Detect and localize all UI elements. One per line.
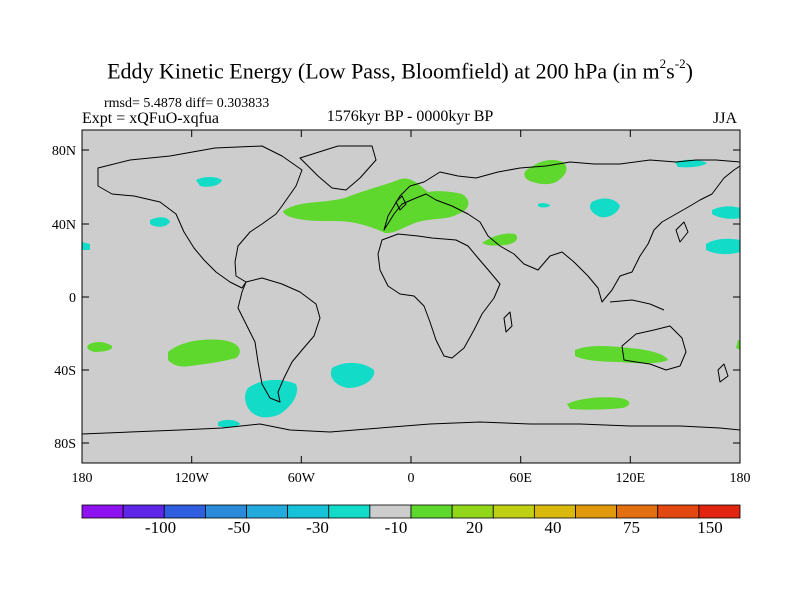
experiment-label: Expt = xQFuO-xqfua bbox=[82, 110, 220, 127]
x-tick-label: 60W bbox=[288, 471, 316, 486]
colorbar-swatch bbox=[575, 504, 618, 519]
colorbar-label: -10 bbox=[385, 518, 408, 537]
colorbar-label: -30 bbox=[306, 518, 329, 537]
coastlines bbox=[81, 145, 741, 435]
colorbar-swatch bbox=[616, 504, 659, 519]
colorbar-swatch bbox=[328, 504, 371, 519]
colorbar-label: -100 bbox=[145, 518, 176, 537]
colorbar-label: 150 bbox=[697, 518, 723, 537]
madagascar-outline bbox=[503, 311, 513, 333]
season-label: JJA bbox=[713, 110, 738, 127]
uk-outline bbox=[395, 195, 407, 211]
y-tick-label: 80N bbox=[52, 144, 76, 159]
colorbar-swatch bbox=[657, 504, 700, 519]
colorbar bbox=[81, 504, 741, 519]
colorbar-swatch bbox=[204, 504, 247, 519]
anomaly-middle-east bbox=[482, 233, 518, 246]
anomaly-small-atlantic bbox=[538, 203, 550, 208]
x-axis-labels: 180 120W 60W 0 60E 120E 180 bbox=[72, 471, 751, 486]
x-tick-label: 0 bbox=[408, 471, 415, 486]
map-title: Eddy Kinetic Energy (Low Pass, Bloomfiel… bbox=[107, 56, 693, 84]
anomaly-indian-australia bbox=[575, 346, 668, 364]
y-tick-label: 40S bbox=[54, 364, 76, 379]
anomaly-south-pacific bbox=[168, 339, 240, 367]
x-tick-label: 180 bbox=[730, 471, 751, 486]
colorbar-swatch bbox=[410, 504, 453, 519]
colorbar-label: 75 bbox=[623, 518, 640, 537]
new-zealand-outline bbox=[717, 363, 729, 383]
colorbar-swatch bbox=[451, 504, 494, 519]
anomaly-siberia bbox=[524, 160, 567, 185]
anomaly-north-pacific bbox=[712, 206, 740, 219]
colorbar-swatch bbox=[246, 504, 289, 519]
positive-anomaly-regions bbox=[87, 160, 740, 410]
colorbar-swatch bbox=[122, 504, 165, 519]
anomaly-dateline-south bbox=[736, 340, 740, 350]
colorbar-swatch bbox=[533, 504, 576, 519]
y-tick-label: 0 bbox=[69, 291, 76, 306]
colorbar-swatch bbox=[492, 504, 535, 519]
colorbar-swatch bbox=[287, 504, 330, 519]
colorbar-swatch bbox=[81, 504, 124, 519]
eurasia-outline bbox=[383, 159, 741, 303]
colorbar-label: 40 bbox=[545, 518, 562, 537]
anomaly-pacific-west bbox=[82, 242, 90, 250]
axis-ticks bbox=[81, 130, 741, 463]
indonesia-outline bbox=[609, 299, 665, 311]
australia-outline bbox=[621, 325, 687, 371]
anomaly-north-pacific-east bbox=[150, 217, 170, 227]
rmsd-stats: rmsd= 5.4878 diff= 0.303833 bbox=[104, 96, 270, 111]
x-tick-label: 60E bbox=[509, 471, 532, 486]
anomaly-japan-pacific bbox=[706, 238, 740, 255]
south-america-outline bbox=[237, 277, 321, 403]
y-tick-label: 80S bbox=[54, 437, 76, 452]
colorbar-swatch bbox=[698, 504, 741, 519]
north-america-outline bbox=[97, 145, 303, 289]
period-label: 1576kyr BP - 0000kyr BP bbox=[326, 108, 494, 125]
colorbar-labels: -100 -50 -30 -10 20 40 75 150 bbox=[145, 518, 723, 537]
anomaly-southern-indian bbox=[567, 397, 630, 410]
colorbar-label: -50 bbox=[228, 518, 251, 537]
antarctica-outline bbox=[81, 421, 741, 435]
y-axis-labels: 80N 40N 0 40S 80S bbox=[52, 144, 76, 452]
japan-outline bbox=[675, 221, 689, 243]
anomaly-central-asia bbox=[590, 198, 620, 218]
anomaly-southern-ocean-west bbox=[218, 419, 240, 428]
anomaly-arctic-canada bbox=[196, 177, 222, 187]
greenland-outline bbox=[299, 145, 377, 191]
colorbar-label: 20 bbox=[466, 518, 483, 537]
anomaly-south-atlantic bbox=[330, 362, 375, 388]
africa-outline bbox=[377, 233, 501, 359]
x-tick-label: 120W bbox=[175, 471, 210, 486]
y-tick-label: 40N bbox=[52, 218, 76, 233]
colorbar-swatch bbox=[163, 504, 206, 519]
anomaly-south-pacific-west bbox=[87, 342, 113, 352]
colorbar-swatch bbox=[369, 504, 412, 519]
x-tick-label: 120E bbox=[616, 471, 646, 486]
anomaly-north-atlantic bbox=[283, 178, 469, 234]
x-tick-label: 180 bbox=[72, 471, 93, 486]
